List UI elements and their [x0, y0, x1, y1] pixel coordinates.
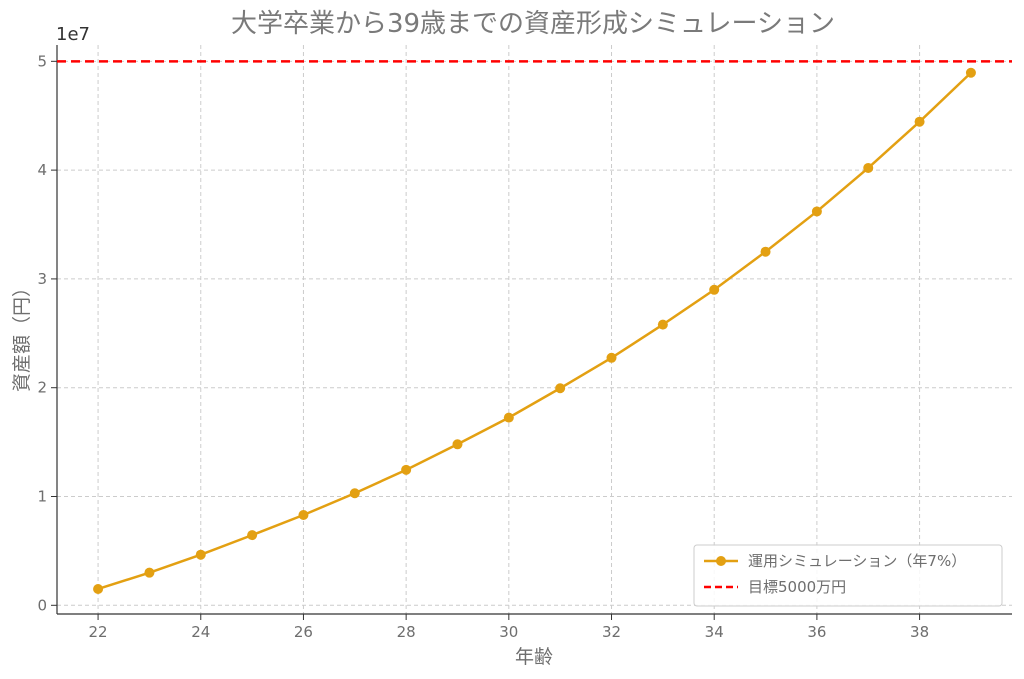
x-tick-label: 28 — [397, 623, 416, 641]
legend-box — [693, 544, 1003, 607]
data-point — [555, 383, 566, 394]
x-tick-label: 32 — [602, 623, 621, 641]
y-tick-label: 0 — [37, 596, 47, 614]
y-axis-label: 資産額（円） — [11, 278, 33, 392]
data-point — [914, 116, 925, 127]
data-point — [606, 352, 617, 363]
x-tick-label: 38 — [910, 623, 929, 641]
data-point — [863, 162, 874, 173]
legend: 運用シミュレーション（年7%） 目標5000万円 — [693, 544, 1003, 607]
data-point — [452, 439, 463, 450]
plot-area — [57, 60, 1012, 594]
x-tick-label: 22 — [89, 623, 108, 641]
legend-marker-simulation — [716, 556, 726, 566]
x-axis-label: 年齢 — [515, 646, 553, 668]
x-tick-label: 24 — [191, 623, 210, 641]
y-axis-offset-label: 1e7 — [56, 24, 90, 45]
chart-title: 大学卒業から39歳までの資産形成シミュレーション — [231, 9, 835, 39]
data-point — [144, 567, 155, 578]
data-point — [503, 412, 514, 423]
data-point — [401, 464, 412, 475]
data-point — [298, 509, 309, 520]
data-point — [93, 583, 104, 594]
data-point — [247, 530, 258, 541]
x-tick-label: 36 — [807, 623, 826, 641]
data-point — [657, 319, 668, 330]
x-tick-label: 30 — [499, 623, 518, 641]
series-line — [97, 71, 972, 591]
y-tick-label: 3 — [37, 270, 47, 288]
grid — [57, 45, 1012, 614]
y-tick-label: 2 — [37, 379, 47, 397]
data-point — [965, 67, 976, 78]
data-point — [760, 246, 771, 257]
legend-label-simulation: 運用シミュレーション（年7%） — [748, 552, 966, 570]
y-tick-label: 1 — [37, 488, 47, 506]
data-point — [709, 284, 720, 295]
data-point — [195, 549, 206, 560]
x-tick-label: 26 — [294, 623, 313, 641]
data-point — [811, 206, 822, 217]
legend-label-target: 目標5000万円 — [748, 578, 846, 596]
chart-text: 大学卒業から39歳までの資産形成シミュレーション 年齢 資産額（円） 1e7 — [11, 9, 835, 668]
y-tick-label: 4 — [37, 161, 47, 179]
y-tick-label: 5 — [37, 52, 47, 70]
data-point — [349, 488, 360, 499]
x-tick-label: 34 — [705, 623, 724, 641]
